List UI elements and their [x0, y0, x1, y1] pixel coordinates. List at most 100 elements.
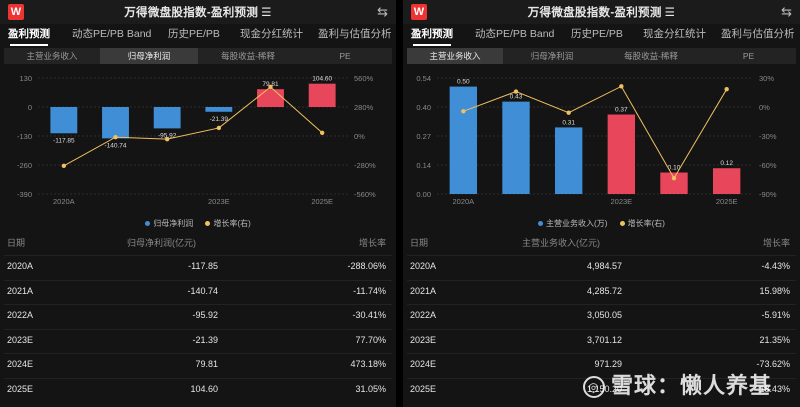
growth-point-2022A [164, 136, 170, 142]
row-date: 2022A [410, 310, 437, 321]
x-tick-label: 2025E [716, 197, 738, 206]
table-row[interactable]: 2020A 4,984.57 -4.43% [403, 261, 800, 275]
growth-point-2024E [268, 84, 273, 90]
row-divider [4, 304, 392, 306]
x-tick-label: 2020A [452, 197, 474, 206]
growth-point-2023E [216, 125, 222, 131]
revenue-chart: 0.54 30% 0.40 0% 0.27 -30% 0.14 -60% 0.00 -90% 0.5… [416, 74, 777, 206]
row-growth: 15.98% [759, 285, 790, 296]
subtab-revenue[interactable]: 主营业务收入 [26, 51, 78, 61]
wind-logo[interactable]: W [411, 4, 427, 20]
table-row[interactable]: 2020A -117.85 -288.06% [0, 261, 396, 275]
table-row[interactable]: 2024E 971.29 -73.62% [403, 359, 800, 373]
y2-tick-label: 30% [759, 74, 774, 83]
net-profit-chart: 130 560% 0 280% -130 0% -260 -280% -390 -560% -117… [17, 74, 376, 206]
header-date: 日期 [7, 238, 26, 248]
row-date: 2024E [7, 359, 34, 370]
swap-icon[interactable]: ⇆ [377, 4, 388, 19]
row-divider [4, 255, 392, 256]
table-row[interactable]: 2022A 3,050.05 -5.91% [403, 310, 800, 324]
subtab-revenue[interactable]: 主营业务收入 [407, 48, 503, 64]
growth-point-2021A [113, 135, 118, 140]
tab-history-pe-pb[interactable]: 历史PE/PB [168, 28, 220, 40]
row-divider [4, 279, 392, 281]
row-date: 2025E [410, 384, 437, 394]
y-tick-label: 130 [19, 74, 32, 83]
tab-dividend-stats[interactable]: 现金分红统计 [240, 28, 303, 40]
row-date: 2024E [410, 359, 437, 370]
row-divider [4, 328, 392, 330]
growth-point-2022A [566, 110, 571, 115]
y-tick-label: 0 [28, 103, 32, 112]
x-tick-label: 2025E [311, 197, 333, 206]
table-row[interactable]: 2021A 4,285.72 15.98% [403, 286, 800, 300]
main-tabs: 盈利预测 动态PE/PB Band 历史PE/PB 现金分红统计 盈利与估值分析 [403, 24, 800, 46]
subtab-eps[interactable]: 每股收益-稀释 [221, 51, 275, 61]
title-bar: W 万得微盘股指数-盈利预测 ☰ ⇆ [403, 0, 800, 24]
watermark: ◎ 雪球：懒人养基 [582, 368, 772, 400]
row-value: 79.81 [195, 359, 218, 370]
data-label-2024E: 79.81 [262, 81, 279, 88]
y2-tick-label: -560% [354, 190, 376, 199]
data-label-2023E: 0.37 [615, 107, 628, 114]
swap-icon[interactable]: ⇆ [781, 4, 792, 19]
bar-2024E [257, 89, 284, 107]
y-tick-label: 0.27 [416, 132, 431, 141]
bar-2022A [554, 127, 583, 194]
row-divider [407, 304, 796, 306]
table-row[interactable]: 2025E 104.60 31.05% [0, 384, 396, 398]
table-row[interactable]: 2024E 79.81 473.18% [0, 359, 396, 373]
data-label-2021A: -140.74 [104, 142, 126, 149]
subtab-net-profit[interactable]: 归母净利润 [100, 48, 198, 64]
growth-point-2020A [461, 109, 466, 114]
row-divider [4, 378, 392, 379]
y2-tick-label: 560% [354, 74, 374, 83]
bar-2024E [660, 172, 688, 194]
row-value: -140.74 [187, 285, 218, 296]
row-date: 2023E [410, 334, 437, 345]
subtab-eps[interactable]: 每股收益-稀释 [624, 51, 678, 61]
table-header: 日期 归母净利润(亿元) 增长率 [0, 236, 396, 250]
growth-point-2021A [513, 89, 519, 94]
table-row[interactable]: 2022A -95.92 -30.41% [0, 310, 396, 324]
menu-icon[interactable]: ☰ [261, 7, 272, 19]
y2-tick-label: -60% [759, 161, 777, 170]
growth-point-2020A [61, 163, 67, 169]
tab-dividend-stats[interactable]: 现金分红统计 [643, 28, 706, 40]
legend-item-growth: 增长率(右) [205, 219, 251, 228]
tab-valuation-analysis[interactable]: 盈利与估值分析 [318, 28, 392, 40]
wind-logo[interactable]: W [8, 4, 24, 20]
table-row[interactable]: 2023E 3,701.12 21.35% [403, 335, 800, 349]
row-value: -117.85 [188, 261, 218, 271]
data-label-2020A: -117.85 [53, 137, 75, 144]
y2-tick-label: -30% [759, 132, 777, 141]
tab-valuation-analysis[interactable]: 盈利与估值分析 [721, 28, 795, 40]
tab-earnings-forecast[interactable]: 盈利预测 [411, 28, 453, 46]
subtab-net-profit[interactable]: 归母净利润 [530, 51, 574, 61]
y-tick-label: 0.54 [416, 74, 431, 83]
row-value: 971.29 [594, 359, 622, 370]
bar-2022A [153, 107, 181, 129]
tab-pe-pb-band[interactable]: 动态PE/PB Band [475, 28, 555, 40]
bar-2021A [102, 107, 129, 139]
row-value: 104.60 [190, 384, 218, 394]
y2-tick-label: -280% [354, 161, 376, 170]
menu-icon[interactable]: ☰ [664, 7, 676, 19]
page-title: 万得微盘股指数-盈利预测 ☰ [124, 7, 272, 19]
tab-earnings-forecast[interactable]: 盈利预测 [8, 28, 50, 46]
legend-item-growth: 增长率(右) [619, 219, 665, 228]
tab-history-pe-pb[interactable]: 历史PE/PB [571, 28, 623, 40]
table-row[interactable]: 2021A -140.74 -11.74% [0, 286, 396, 300]
subtab-pe[interactable]: PE [339, 51, 351, 61]
row-value: 4,285.72 [586, 285, 622, 296]
tab-pe-pb-band[interactable]: 动态PE/PB Band [72, 28, 152, 40]
table-row[interactable]: 2023E -21.39 77.70% [0, 335, 396, 349]
subtab-pe[interactable]: PE [742, 51, 755, 61]
data-label-2022A: 0.31 [562, 119, 575, 126]
y-tick-label: -130 [17, 132, 32, 141]
row-value: 3,050.05 [586, 310, 622, 321]
legend-item-net-profit: 归母净利润 [145, 219, 193, 228]
row-value: -95.92 [192, 310, 218, 321]
y-tick-label: -260 [17, 161, 32, 170]
row-growth: -30.41% [352, 310, 386, 321]
